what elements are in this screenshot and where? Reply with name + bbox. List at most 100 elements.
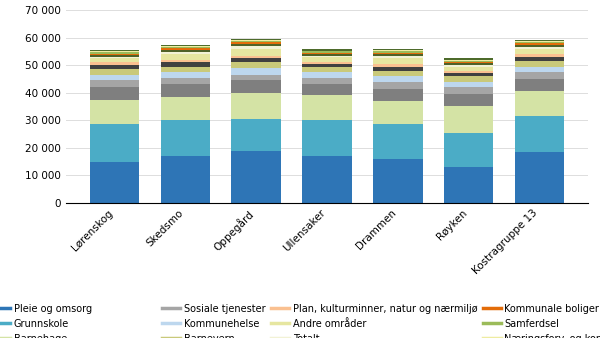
Bar bbox=[515, 54, 564, 57]
Bar bbox=[232, 39, 281, 40]
Bar bbox=[302, 56, 352, 57]
Bar bbox=[444, 65, 493, 67]
Bar bbox=[302, 95, 352, 120]
Bar bbox=[232, 40, 281, 41]
Bar bbox=[515, 41, 564, 42]
Bar bbox=[232, 119, 281, 150]
Bar bbox=[373, 56, 422, 58]
Bar bbox=[90, 58, 139, 63]
Bar bbox=[161, 72, 210, 78]
Bar bbox=[373, 51, 422, 52]
Bar bbox=[515, 45, 564, 47]
Bar bbox=[90, 87, 139, 100]
Bar bbox=[444, 61, 493, 62]
Bar bbox=[373, 159, 422, 203]
Bar bbox=[373, 71, 422, 76]
Bar bbox=[232, 55, 281, 58]
Bar bbox=[232, 49, 281, 55]
Bar bbox=[515, 116, 564, 152]
Bar bbox=[232, 75, 281, 80]
Bar bbox=[90, 57, 139, 58]
Bar bbox=[161, 156, 210, 203]
Bar bbox=[90, 54, 139, 55]
Bar bbox=[515, 44, 564, 45]
Bar bbox=[232, 42, 281, 44]
Bar bbox=[302, 156, 352, 203]
Bar bbox=[90, 55, 139, 57]
Bar bbox=[232, 41, 281, 42]
Bar bbox=[161, 120, 210, 156]
Bar bbox=[161, 46, 210, 47]
Bar bbox=[515, 40, 564, 41]
Bar bbox=[302, 77, 352, 84]
Bar bbox=[444, 73, 493, 76]
Bar bbox=[232, 80, 281, 93]
Bar bbox=[302, 49, 352, 51]
Bar bbox=[302, 72, 352, 78]
Bar bbox=[515, 152, 564, 203]
Bar bbox=[161, 48, 210, 50]
Bar bbox=[373, 89, 422, 101]
Bar bbox=[444, 60, 493, 61]
Bar bbox=[444, 94, 493, 106]
Bar bbox=[373, 82, 422, 89]
Bar bbox=[515, 79, 564, 91]
Bar bbox=[515, 47, 564, 49]
Bar bbox=[232, 68, 281, 75]
Bar bbox=[161, 63, 210, 67]
Bar bbox=[90, 162, 139, 203]
Bar bbox=[161, 47, 210, 48]
Bar bbox=[232, 44, 281, 46]
Bar bbox=[373, 58, 422, 64]
Bar bbox=[444, 58, 493, 60]
Bar bbox=[373, 52, 422, 54]
Bar bbox=[373, 64, 422, 67]
Bar bbox=[232, 63, 281, 68]
Bar bbox=[161, 54, 210, 60]
Bar bbox=[373, 124, 422, 159]
Bar bbox=[515, 91, 564, 116]
Bar bbox=[444, 71, 493, 73]
Bar bbox=[90, 69, 139, 75]
Bar bbox=[302, 53, 352, 54]
Bar bbox=[161, 77, 210, 84]
Bar bbox=[90, 80, 139, 87]
Bar bbox=[232, 46, 281, 49]
Bar bbox=[444, 67, 493, 71]
Bar bbox=[515, 72, 564, 79]
Bar bbox=[444, 62, 493, 63]
Bar bbox=[515, 42, 564, 44]
Bar bbox=[90, 65, 139, 69]
Bar bbox=[302, 120, 352, 156]
Bar bbox=[444, 132, 493, 167]
Bar bbox=[373, 76, 422, 82]
Bar bbox=[302, 67, 352, 72]
Bar bbox=[232, 93, 281, 119]
Bar bbox=[90, 63, 139, 65]
Bar bbox=[90, 50, 139, 51]
Bar bbox=[161, 60, 210, 63]
Bar bbox=[161, 45, 210, 46]
Bar bbox=[444, 82, 493, 87]
Bar bbox=[161, 97, 210, 120]
Bar bbox=[444, 106, 493, 132]
Bar bbox=[373, 49, 422, 50]
Bar bbox=[232, 58, 281, 63]
Bar bbox=[444, 76, 493, 82]
Bar bbox=[90, 75, 139, 80]
Bar bbox=[161, 50, 210, 52]
Bar bbox=[302, 62, 352, 64]
Bar bbox=[90, 100, 139, 124]
Bar bbox=[373, 101, 422, 124]
Bar bbox=[373, 50, 422, 51]
Bar bbox=[444, 87, 493, 94]
Bar bbox=[444, 167, 493, 203]
Bar bbox=[302, 64, 352, 67]
Bar bbox=[90, 52, 139, 54]
Bar bbox=[515, 49, 564, 54]
Bar bbox=[90, 124, 139, 162]
Bar bbox=[161, 67, 210, 72]
Bar bbox=[232, 150, 281, 203]
Bar bbox=[90, 51, 139, 52]
Legend: Pleie og omsorg, Grunnskole, Barnehage, Adm, styring og fellesutgifter, Sosiale : Pleie og omsorg, Grunnskole, Barnehage, … bbox=[0, 304, 600, 338]
